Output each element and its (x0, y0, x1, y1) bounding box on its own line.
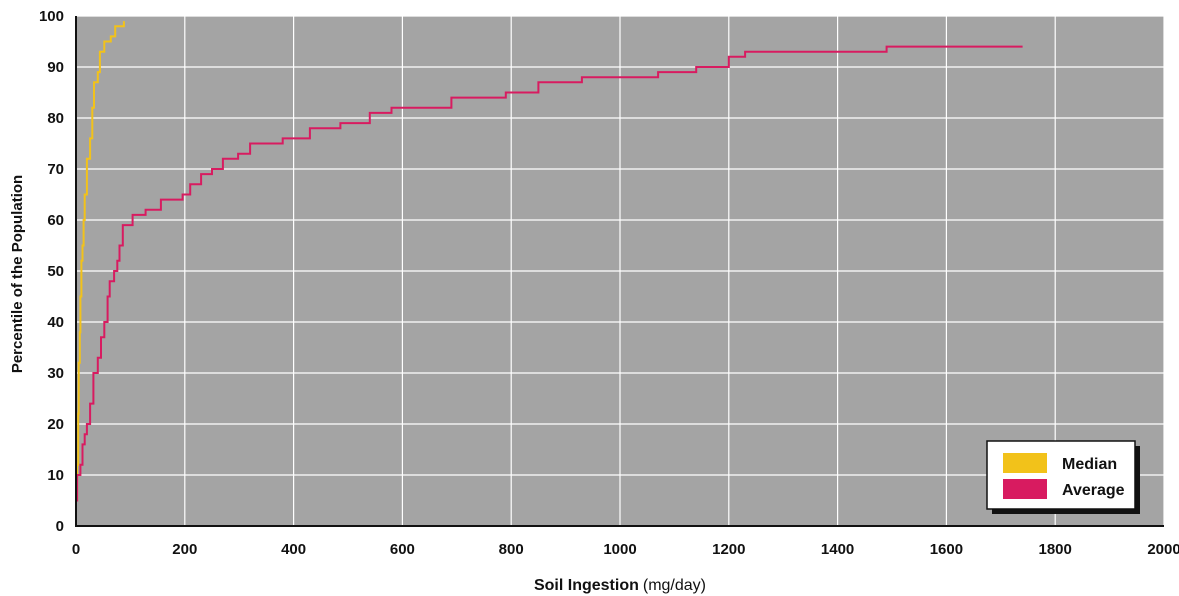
y-tick-label: 20 (47, 416, 64, 433)
x-axis-label-main: Soil Ingestion (534, 577, 639, 594)
y-tick-label: 10 (47, 467, 64, 484)
y-tick-label: 100 (39, 8, 64, 25)
y-tick-label: 70 (47, 161, 64, 178)
y-axis-label: Percentile of the Population (9, 175, 26, 373)
x-tick-label: 600 (390, 541, 415, 558)
series-layer (76, 21, 1023, 502)
x-tick-label: 0 (72, 541, 80, 558)
legend-label-average: Average (1062, 482, 1125, 499)
x-axis-label-unit: (mg/day) (643, 577, 706, 594)
legend-swatch-average (1003, 479, 1047, 499)
x-axis-label: Soil Ingestion (mg/day) (534, 577, 706, 594)
legend-label-median: Median (1062, 456, 1117, 473)
x-tick-label: 800 (499, 541, 524, 558)
series-line-median (76, 21, 125, 502)
x-tick-label: 1600 (930, 541, 963, 558)
y-tick-label: 0 (56, 518, 64, 535)
x-tick-label: 1400 (821, 541, 854, 558)
axes (75, 16, 1164, 527)
legend-swatch-median (1003, 453, 1047, 473)
series-line-average (76, 45, 1023, 502)
y-tick-label: 40 (47, 314, 64, 331)
x-tick-label: 1800 (1039, 541, 1072, 558)
y-tick-label: 50 (47, 263, 64, 280)
grid (76, 15, 1165, 526)
y-tick-label: 90 (47, 59, 64, 76)
x-tick-label: 200 (172, 541, 197, 558)
tick-labels: 0 200 400 600 800 1000 1200 1400 1600 1800 2000 0 10… (39, 8, 1179, 558)
x-tick-label: 1200 (712, 541, 745, 558)
y-tick-label: 30 (47, 365, 64, 382)
y-tick-label: 60 (47, 212, 64, 229)
y-tick-label: 80 (47, 110, 64, 127)
legend: Median Average (986, 440, 1140, 514)
x-tick-label: 2000 (1147, 541, 1179, 558)
x-tick-label: 1000 (603, 541, 636, 558)
x-tick-label: 400 (281, 541, 306, 558)
